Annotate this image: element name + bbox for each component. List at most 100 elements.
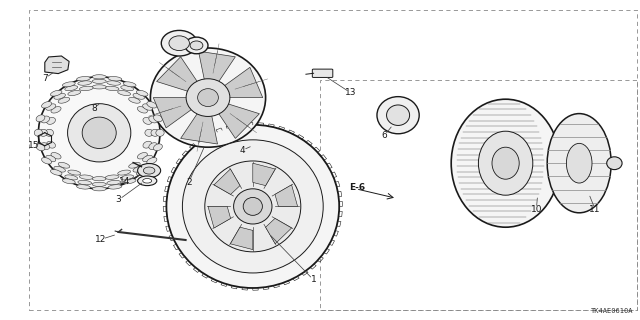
Ellipse shape — [78, 81, 92, 85]
Ellipse shape — [51, 153, 61, 159]
Text: 15: 15 — [28, 141, 39, 150]
Ellipse shape — [65, 175, 77, 180]
Text: TK4AE0610A: TK4AE0610A — [591, 308, 634, 314]
Ellipse shape — [198, 89, 218, 107]
Ellipse shape — [68, 91, 81, 96]
Ellipse shape — [451, 99, 560, 227]
Ellipse shape — [41, 143, 49, 149]
Ellipse shape — [108, 76, 122, 81]
Ellipse shape — [133, 166, 145, 172]
Ellipse shape — [138, 153, 147, 159]
Polygon shape — [230, 227, 253, 250]
Polygon shape — [218, 104, 259, 139]
Ellipse shape — [123, 179, 136, 184]
Ellipse shape — [147, 101, 157, 108]
Text: 11: 11 — [589, 205, 601, 214]
Ellipse shape — [36, 115, 45, 122]
Ellipse shape — [77, 76, 90, 81]
Ellipse shape — [92, 177, 106, 181]
Ellipse shape — [54, 166, 65, 172]
Ellipse shape — [68, 170, 81, 175]
Ellipse shape — [51, 90, 62, 96]
Polygon shape — [154, 98, 193, 128]
Polygon shape — [157, 57, 198, 92]
Ellipse shape — [45, 129, 54, 136]
Text: 8: 8 — [92, 104, 97, 113]
Ellipse shape — [123, 82, 136, 87]
Ellipse shape — [243, 197, 262, 215]
Ellipse shape — [79, 86, 93, 91]
Polygon shape — [223, 67, 262, 98]
Ellipse shape — [145, 129, 153, 136]
Polygon shape — [275, 185, 298, 206]
Ellipse shape — [147, 157, 157, 164]
Ellipse shape — [607, 157, 622, 170]
Ellipse shape — [138, 164, 161, 178]
Polygon shape — [180, 113, 218, 144]
Polygon shape — [208, 206, 230, 228]
Ellipse shape — [42, 101, 52, 108]
Ellipse shape — [138, 107, 147, 113]
Ellipse shape — [143, 155, 153, 162]
Text: 12: 12 — [95, 235, 107, 244]
Ellipse shape — [121, 175, 134, 180]
Ellipse shape — [38, 77, 160, 189]
Ellipse shape — [41, 116, 49, 123]
Ellipse shape — [51, 107, 61, 113]
Ellipse shape — [136, 90, 148, 96]
Text: E-6: E-6 — [349, 183, 365, 192]
Ellipse shape — [92, 85, 106, 89]
Ellipse shape — [156, 129, 164, 136]
Ellipse shape — [150, 48, 266, 147]
Ellipse shape — [154, 115, 163, 122]
Polygon shape — [214, 169, 240, 194]
Ellipse shape — [143, 117, 152, 124]
Ellipse shape — [143, 104, 153, 110]
Ellipse shape — [143, 167, 155, 174]
Ellipse shape — [118, 91, 131, 96]
Ellipse shape — [136, 170, 148, 175]
Ellipse shape — [34, 129, 42, 136]
Text: 3: 3 — [116, 196, 121, 204]
Ellipse shape — [169, 36, 189, 51]
Ellipse shape — [154, 144, 163, 151]
Bar — [320, 80, 637, 310]
Ellipse shape — [92, 182, 106, 186]
Ellipse shape — [121, 86, 134, 91]
Ellipse shape — [166, 125, 339, 288]
Ellipse shape — [45, 155, 56, 162]
Ellipse shape — [107, 81, 120, 85]
Ellipse shape — [107, 180, 120, 185]
Ellipse shape — [62, 82, 76, 87]
Polygon shape — [198, 51, 236, 83]
Ellipse shape — [129, 97, 140, 103]
Ellipse shape — [39, 129, 47, 136]
Ellipse shape — [92, 187, 106, 191]
Ellipse shape — [58, 97, 70, 103]
Polygon shape — [45, 56, 69, 74]
Ellipse shape — [566, 143, 592, 183]
Ellipse shape — [129, 162, 140, 168]
Ellipse shape — [77, 185, 90, 189]
Polygon shape — [253, 163, 275, 186]
Ellipse shape — [149, 143, 157, 149]
Ellipse shape — [387, 105, 410, 125]
Text: 2: 2 — [186, 178, 191, 187]
Ellipse shape — [78, 180, 92, 185]
Ellipse shape — [186, 79, 230, 116]
Text: 1: 1 — [311, 276, 316, 284]
Ellipse shape — [42, 157, 52, 164]
Ellipse shape — [92, 75, 106, 79]
Polygon shape — [266, 219, 292, 244]
Ellipse shape — [36, 144, 45, 151]
Ellipse shape — [118, 170, 131, 175]
Ellipse shape — [377, 97, 419, 134]
Ellipse shape — [51, 170, 62, 175]
Text: 6: 6 — [381, 132, 387, 140]
Text: 4: 4 — [239, 146, 244, 155]
Ellipse shape — [492, 147, 519, 179]
Ellipse shape — [143, 141, 152, 148]
Ellipse shape — [161, 30, 197, 56]
Ellipse shape — [182, 140, 323, 273]
Ellipse shape — [65, 86, 77, 91]
